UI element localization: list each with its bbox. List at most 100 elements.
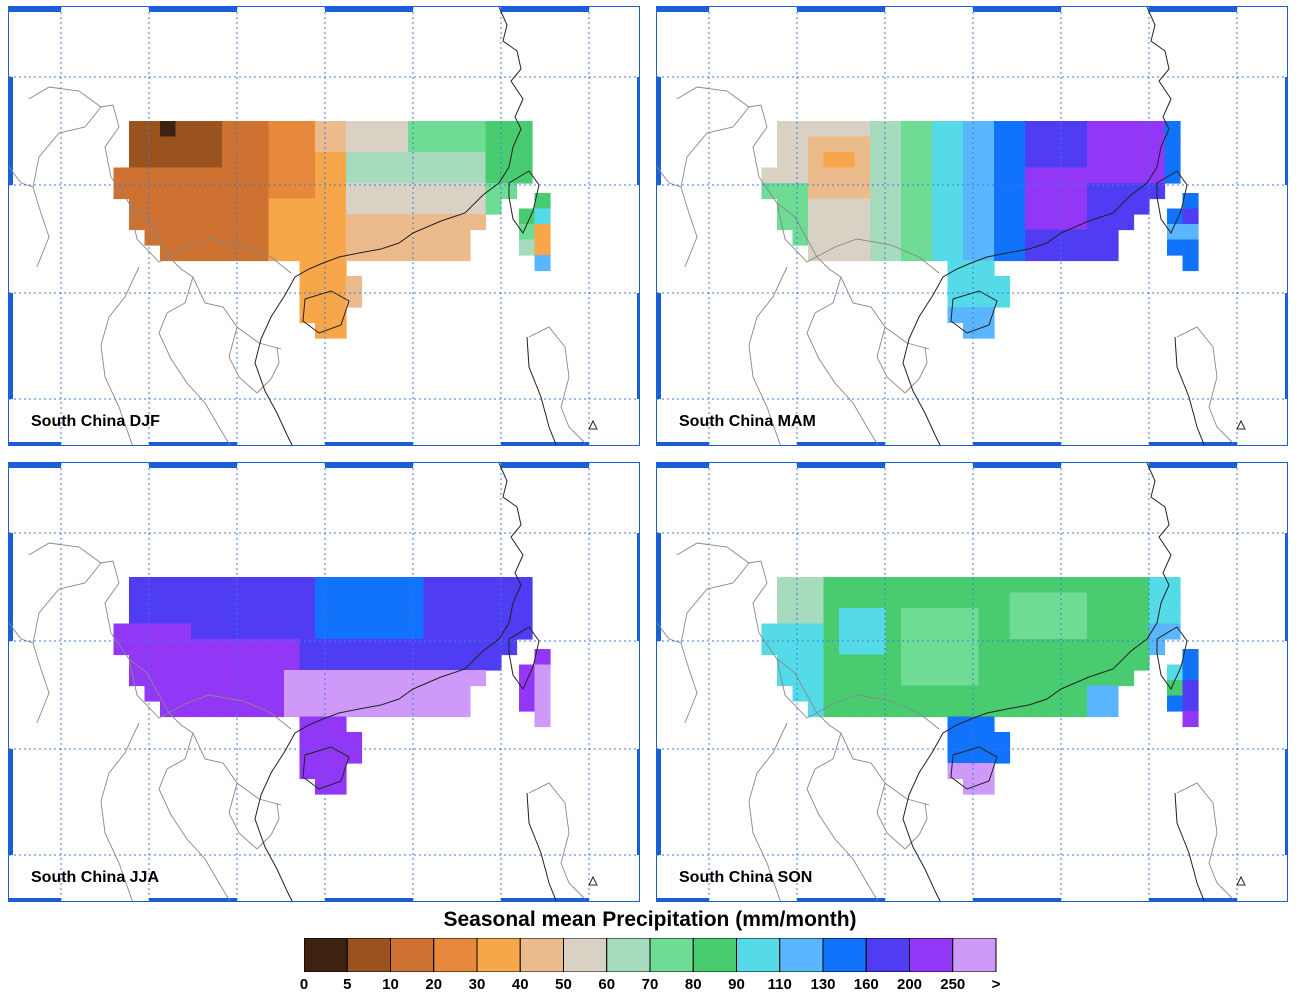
precip-cell [1056,136,1073,153]
precip-cell [1056,167,1073,184]
precip-cell [206,136,223,153]
precip-cell [1071,654,1088,671]
precip-cell [534,208,551,225]
precip-cell [823,136,840,153]
precip-cell [1040,685,1057,702]
border-line [676,86,940,274]
precip-cell [916,577,933,594]
precip-cell [423,167,440,184]
precip-cell [268,245,285,262]
precip-cell [978,245,995,262]
colorbar-swatch [865,938,910,972]
precip-cell [470,654,487,671]
precip-cell [315,592,332,609]
precip-cell [1102,577,1119,594]
precip-cell [315,732,332,749]
precip-cell [439,685,456,702]
tick-mark [1285,77,1287,185]
precip-cell [839,654,856,671]
precip-cell [485,608,502,625]
precip-cell [808,685,825,702]
precip-cell [932,577,949,594]
precip-cell [454,136,471,153]
precip-cell [315,121,332,138]
precip-cell [299,307,316,324]
precip-cell [175,121,192,138]
precip-cell [1149,623,1166,640]
precip-cell [885,121,902,138]
precip-cell [1133,136,1150,153]
precip-cell [777,608,794,625]
precip-cell [1056,198,1073,215]
colorbar-tick-label: 70 [641,976,659,993]
precip-cell [330,167,347,184]
precip-cell [392,592,409,609]
precip-cell [222,592,239,609]
precip-cell [947,623,964,640]
precip-cell [1025,577,1042,594]
precip-cell [1009,214,1026,231]
precip-cell [516,623,533,640]
tick-mark [637,293,639,399]
precip-cell [315,747,332,764]
precip-cell [315,608,332,625]
precip-cell [854,214,871,231]
precip-cell [129,198,146,215]
precip-cell [129,136,146,153]
precip-cell [1087,623,1104,640]
precip-cell [1025,198,1042,215]
precip-cell [222,701,239,718]
precip-cell [206,639,223,656]
precip-cell [315,778,332,795]
precip-cell [330,685,347,702]
precip-cell [454,685,471,702]
precip-cell [963,167,980,184]
precip-cell [315,763,332,780]
tick-mark [9,533,13,641]
precip-cell [963,685,980,702]
precip-cell [346,608,363,625]
precip-cell [854,229,871,246]
precip-cell [932,623,949,640]
tick-mark [797,7,885,12]
precip-cell [1025,152,1042,169]
map-jja [9,463,639,901]
precip-cell [222,136,239,153]
precip-cell [439,623,456,640]
precip-cell [237,229,254,246]
precip-cell [534,680,551,697]
precip-cell [191,685,208,702]
precip-cell [470,136,487,153]
precip-cell [916,167,933,184]
precip-cell [423,136,440,153]
tick-mark [657,7,709,12]
precip-cell [1056,592,1073,609]
precip-cell [1056,245,1073,262]
precip-cell [1025,670,1042,687]
tick-mark [657,77,661,185]
precip-cell [1071,670,1088,687]
precip-cell [315,577,332,594]
colorbar-swatch [736,938,781,972]
precip-cell [501,592,518,609]
precip-cell [947,639,964,656]
precip-cell [808,136,825,153]
colorbar-swatch [952,938,997,972]
precip-cell [1133,152,1150,169]
precip-cell [1087,136,1104,153]
precip-cell [1102,701,1119,718]
precip-cell [870,577,887,594]
precip-cell [978,167,995,184]
precip-cell [516,167,533,184]
precip-cell [1040,608,1057,625]
precip-cell [1102,639,1119,656]
precip-cell [454,577,471,594]
precip-cell [253,577,270,594]
precip-cell [330,592,347,609]
precip-cell [901,136,918,153]
precip-cell [160,245,177,262]
precip-cell [1040,198,1057,215]
precip-cell [1102,654,1119,671]
precip-cell [222,623,239,640]
precip-cell [315,685,332,702]
